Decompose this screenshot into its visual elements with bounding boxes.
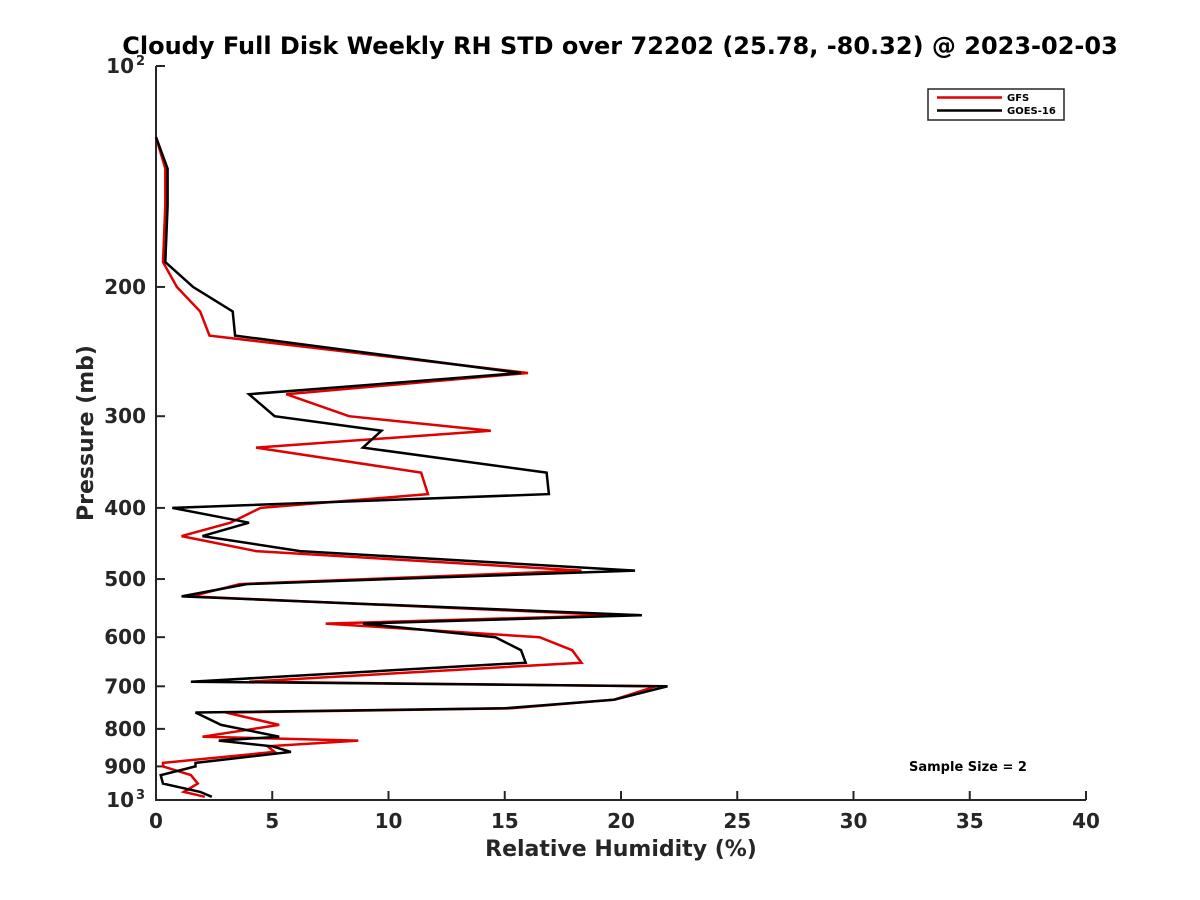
legend-label-goes16: GOES-16 [1007,106,1056,117]
y-tick-label-power: 10 [106,788,134,812]
x-tick-label: 35 [956,809,984,833]
x-axis-label: Relative Humidity (%) [485,837,757,862]
x-tick-label: 40 [1072,809,1100,833]
legend: GFS GOES-16 [927,88,1065,121]
legend-box [927,88,1065,121]
x-tick-label: 10 [375,809,403,833]
legend-label-gfs: GFS [1007,93,1029,104]
y-tick-label: 700 [104,674,146,698]
y-tick-label: 300 [104,404,146,428]
series-lines [154,136,668,799]
y-axis-label: Pressure (mb) [74,345,99,521]
y-tick-label-power: 10 [106,54,134,78]
y-tick-label: 500 [104,567,146,591]
chart-title: Cloudy Full Disk Weekly RH STD over 7220… [122,32,1118,60]
x-tick-label: 0 [149,809,163,833]
sample-size-annotation: Sample Size = 2 [909,760,1027,775]
y-tick-label: 900 [104,754,146,778]
y-tick-label: 400 [104,496,146,520]
y-tick-label-exponent: 2 [136,54,145,69]
y-tick-label: 600 [104,625,146,649]
x-tick-label: 5 [265,809,279,833]
x-tick-label: 30 [840,809,868,833]
y-tick-label: 200 [104,275,146,299]
x-tick-label: 20 [607,809,635,833]
series-line-goes-16 [154,136,668,798]
x-axis-ticks: 0 5 10 15 20 25 30 35 40 [149,791,1100,833]
y-tick-label: 800 [104,717,146,741]
x-tick-label: 15 [491,809,519,833]
x-tick-label: 25 [723,809,751,833]
y-tick-label-exponent: 3 [136,788,145,803]
